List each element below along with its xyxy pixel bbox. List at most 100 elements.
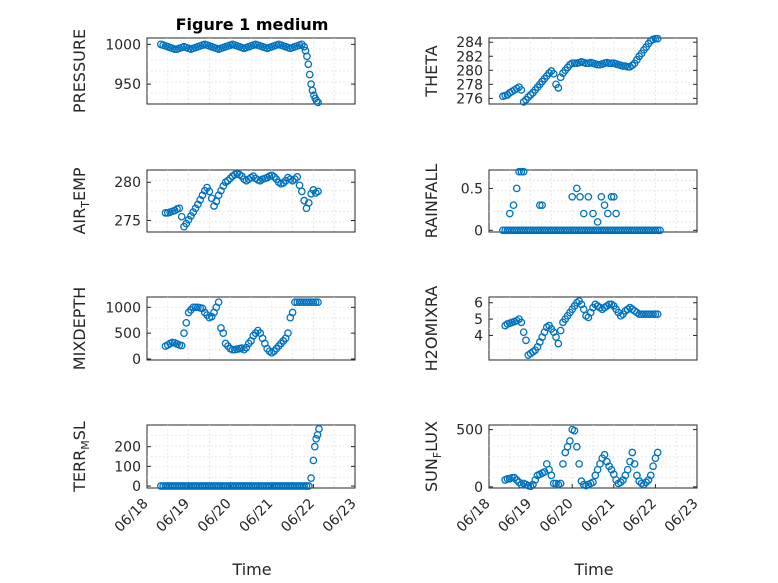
- data-point-theta: [607, 59, 616, 68]
- data-point-sun_flux: [642, 478, 651, 487]
- data-point-rainfall: [519, 167, 528, 176]
- data-point-rainfall: [505, 209, 514, 218]
- data-point-sun_flux: [649, 462, 657, 471]
- data-point-h2omixra: [519, 328, 528, 337]
- data-point-mixdepth: [207, 312, 216, 321]
- y-tick-label: 0: [132, 352, 141, 368]
- data-point-theta: [545, 69, 553, 77]
- data-point-terr_msl: [304, 482, 313, 490]
- data-point-sun_flux: [575, 460, 583, 468]
- data-point-h2omixra: [605, 300, 614, 309]
- data-point-pressure: [297, 40, 306, 49]
- data-point-h2omixra: [649, 310, 657, 319]
- y-axis-label-h2omixra: H2OMIXRA: [422, 286, 441, 372]
- data-point-rainfall: [603, 209, 612, 218]
- data-point-h2omixra: [653, 310, 662, 319]
- panel-mixdepth: 0 500 1000 MIXDEPTH: [70, 287, 356, 370]
- data-point-theta: [651, 34, 660, 43]
- data-point-rainfall: [584, 192, 593, 201]
- data-point-sun_flux: [566, 437, 574, 445]
- data-point-sun_flux: [572, 442, 581, 451]
- y-tick-label: 500: [456, 423, 483, 439]
- data-point-mixdepth: [219, 329, 228, 337]
- data-point-rainfall: [609, 192, 618, 201]
- data-point-air_temp: [189, 208, 198, 216]
- y-tick-label: 500: [114, 326, 141, 342]
- data-point-pressure: [170, 45, 179, 53]
- data-point-sun_flux: [556, 479, 565, 488]
- data-point-sun_flux: [547, 471, 556, 480]
- panel-h2omixra: 456 H2OMIXRA: [422, 286, 698, 372]
- data-point-air_temp: [291, 175, 299, 184]
- data-point-air_temp: [191, 204, 200, 213]
- data-point-rainfall: [535, 201, 544, 210]
- y-axis-label-rainfall: RAINFALL: [422, 164, 441, 239]
- data-point-mixdepth: [198, 304, 207, 313]
- y-tick-label: 200: [114, 440, 141, 456]
- data-point-air_temp: [203, 183, 211, 192]
- data-point-mixdepth: [214, 298, 223, 307]
- data-point-sun_flux: [616, 478, 625, 487]
- data-point-rainfall: [538, 201, 547, 210]
- y-tick-label: 1000: [105, 37, 141, 53]
- data-point-theta: [593, 60, 602, 69]
- data-point-air_temp: [307, 189, 315, 198]
- data-point-h2omixra: [522, 336, 530, 345]
- data-point-sun_flux: [630, 460, 639, 468]
- panel-pressure: 950 1000 PRESSURE: [70, 29, 356, 113]
- data-point-rainfall: [653, 226, 662, 235]
- data-point-terr_msl: [315, 425, 323, 433]
- data-point-theta: [554, 84, 563, 92]
- data-point-theta: [628, 61, 637, 70]
- chart-title: Figure 1 medium: [176, 15, 329, 34]
- y-axis-label-sun_flux: SUNFLUX: [422, 421, 444, 492]
- data-point-air_temp: [177, 212, 186, 221]
- data-point-mixdepth: [228, 345, 237, 354]
- data-point-mixdepth: [314, 298, 322, 307]
- data-point-terr_msl: [300, 482, 309, 490]
- y-axis-label-terr_msl: TERRMSL: [70, 421, 92, 493]
- data-point-theta: [524, 93, 533, 101]
- data-point-sun_flux: [570, 426, 579, 435]
- data-point-rainfall: [600, 201, 609, 210]
- data-point-rainfall: [612, 209, 620, 218]
- data-point-h2omixra: [651, 310, 660, 319]
- data-point-rainfall: [512, 184, 521, 193]
- data-point-sun_flux: [646, 471, 655, 480]
- data-point-mixdepth: [191, 303, 200, 312]
- y-tick-label: 1000: [105, 300, 141, 316]
- data-point-air_temp: [219, 182, 228, 190]
- data-point-air_temp: [314, 187, 322, 196]
- data-point-air_temp: [224, 176, 232, 185]
- data-point-theta: [517, 86, 526, 94]
- data-point-h2omixra: [554, 339, 563, 348]
- data-point-air_temp: [279, 179, 288, 187]
- data-point-terr_msl: [307, 474, 315, 483]
- data-point-rainfall: [572, 184, 581, 193]
- data-point-mixdepth: [182, 318, 191, 327]
- y-axis-label-theta: THETA: [422, 45, 441, 97]
- data-point-pressure: [305, 70, 314, 79]
- data-point-rainfall: [515, 167, 523, 176]
- data-point-sun_flux: [600, 450, 609, 459]
- data-point-rainfall: [589, 209, 597, 218]
- data-point-mixdepth: [311, 298, 320, 307]
- data-point-sun_flux: [639, 480, 648, 489]
- data-point-sun_flux: [589, 478, 597, 487]
- y-tick-label: 282: [456, 49, 483, 65]
- y-tick-label: 276: [456, 91, 483, 107]
- data-point-terr_msl: [310, 442, 319, 451]
- y-tick-label: 275: [114, 214, 141, 230]
- data-point-terr_msl: [309, 456, 318, 465]
- data-point-rainfall: [509, 201, 518, 210]
- y-axis-label-pressure: PRESSURE: [70, 29, 89, 113]
- data-point-rainfall: [593, 218, 602, 226]
- data-point-rainfall: [517, 167, 526, 176]
- y-tick-label: 0: [132, 479, 141, 495]
- data-point-air_temp: [270, 173, 278, 181]
- data-point-air_temp: [304, 199, 313, 207]
- data-point-pressure: [312, 96, 321, 105]
- data-point-rainfall: [568, 192, 577, 201]
- y-tick-label: 6: [474, 296, 483, 312]
